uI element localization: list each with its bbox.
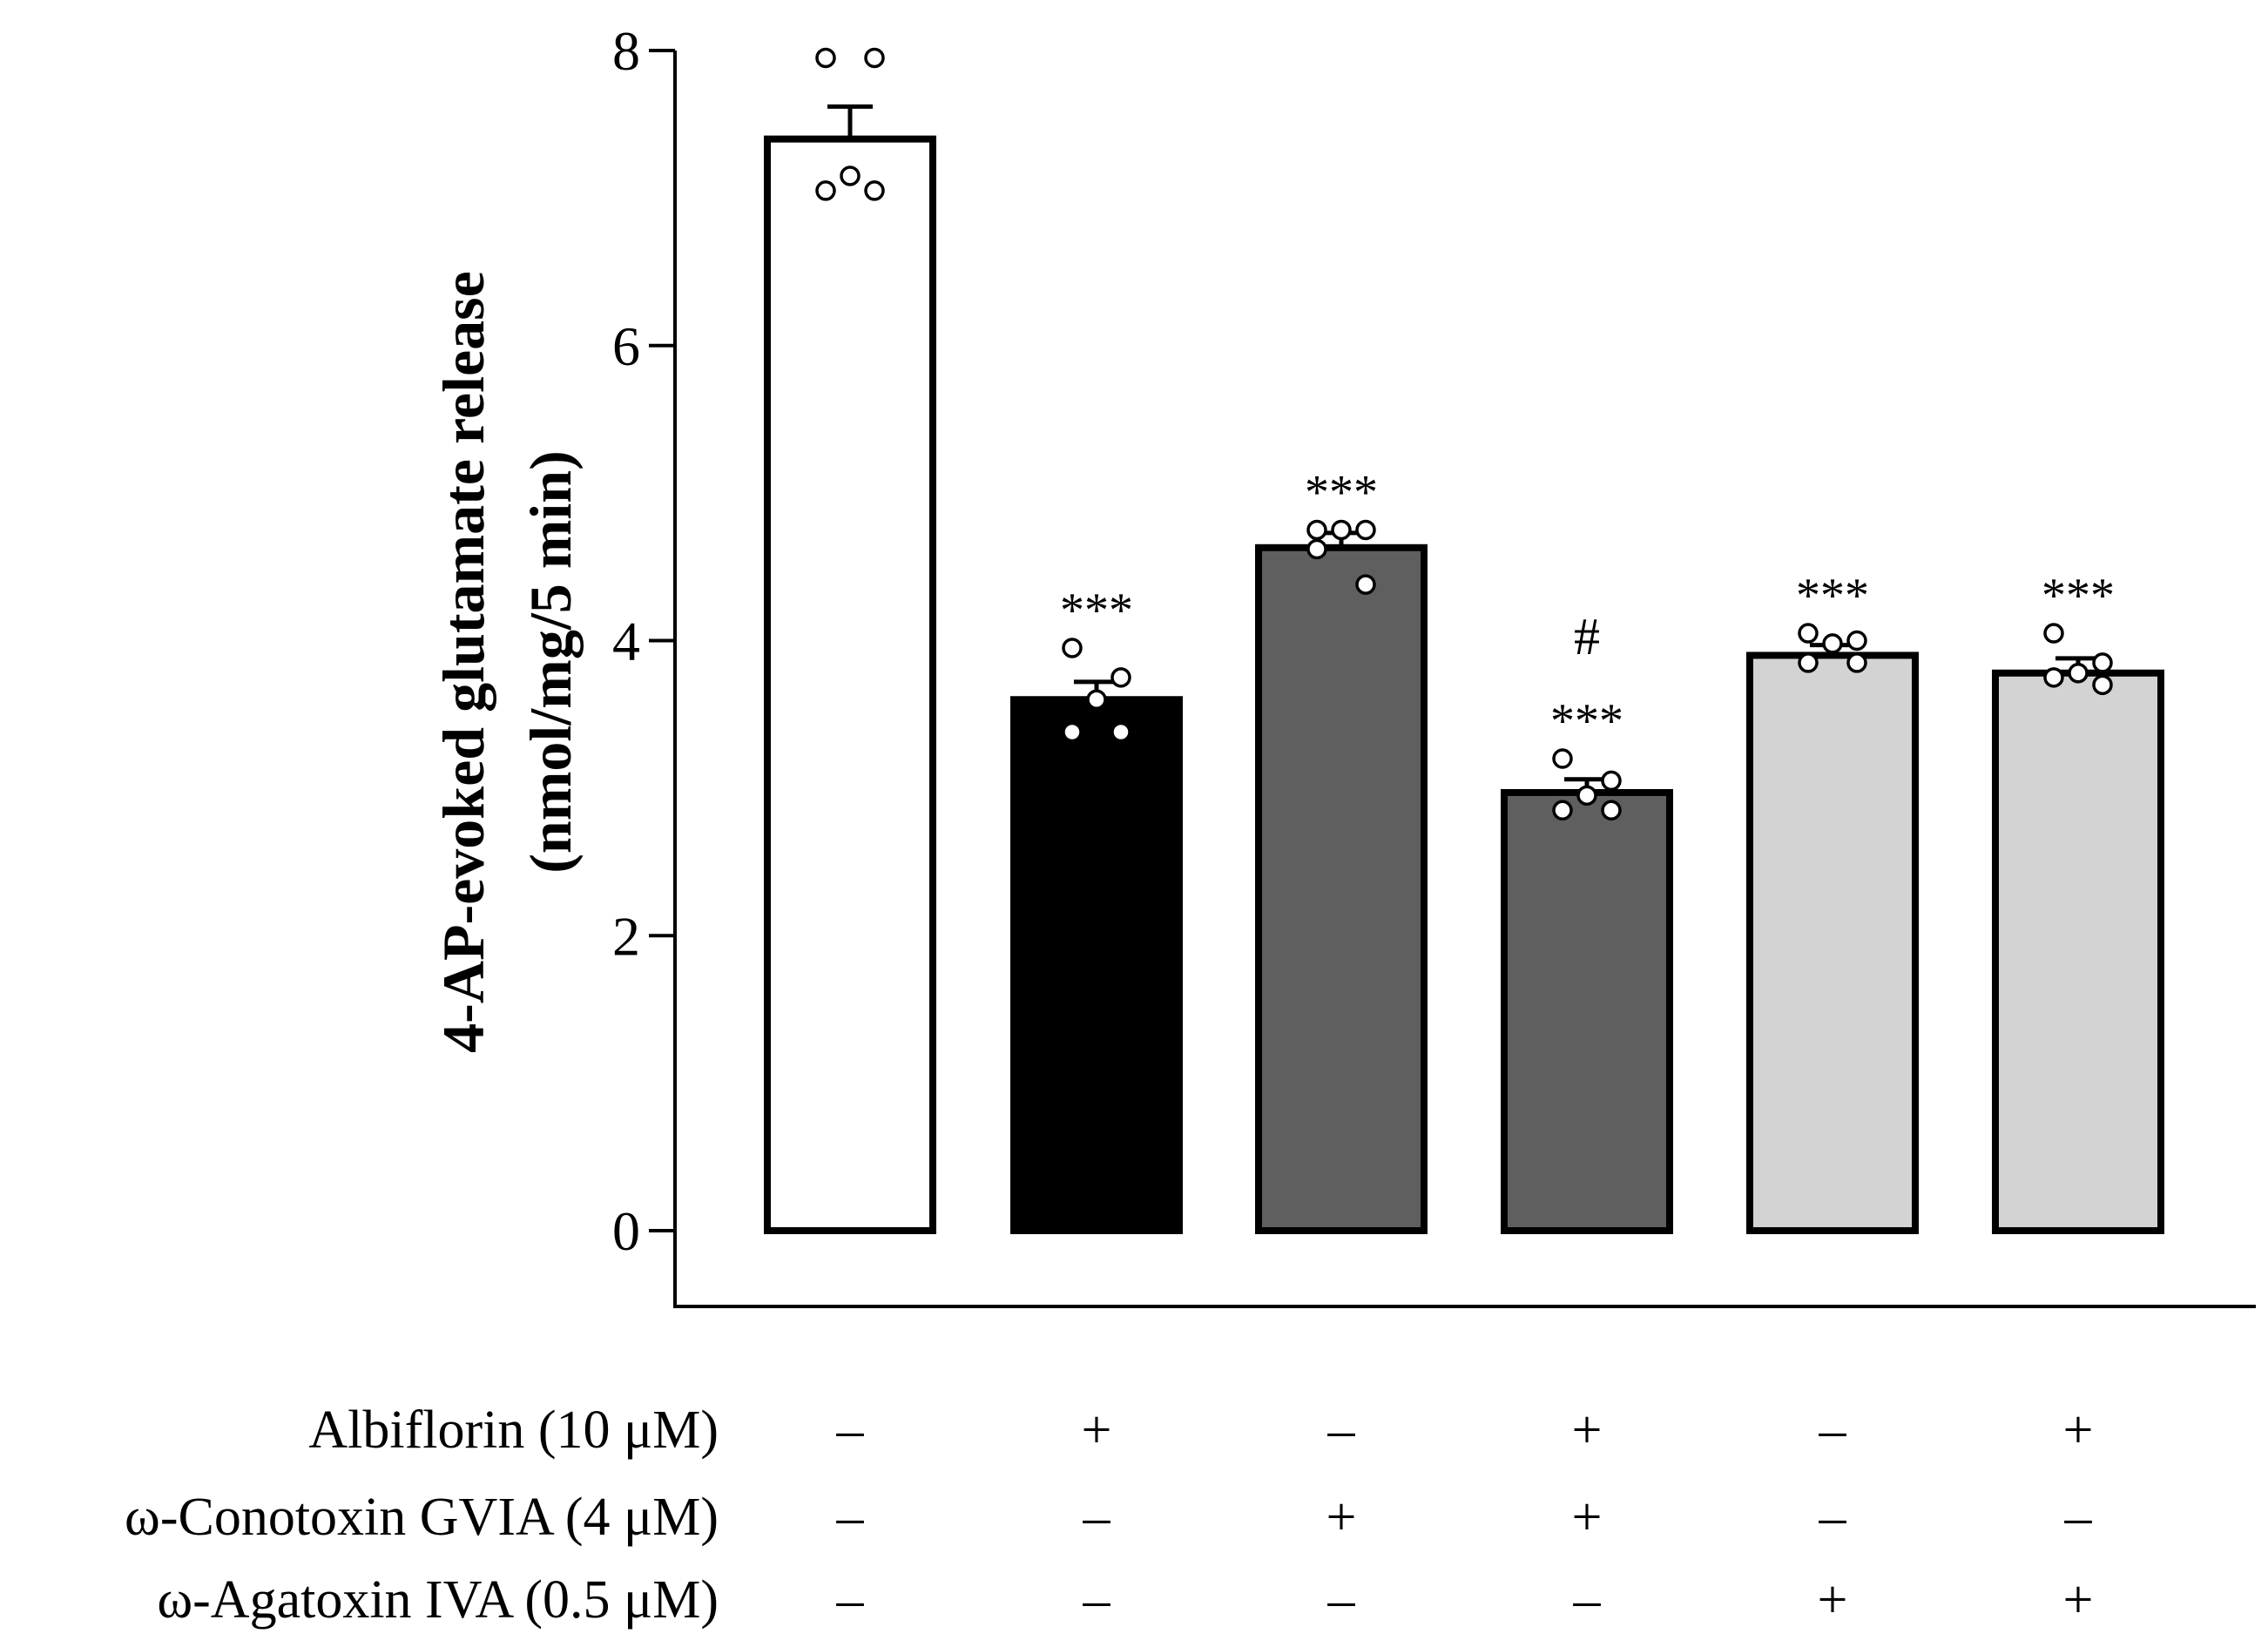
y-axis-label-line1: 4-AP-evoked glutamate release [430,271,496,1053]
data-point-bar1-1 [815,47,836,69]
treatment-sign-r3-c6: + [2063,1570,2094,1630]
y-axis-label-line2: (nmol/mg/5 min) [517,450,584,873]
data-point-bar2-2 [1110,667,1131,688]
treatment-sign-r1-c4: + [1572,1401,1603,1460]
treatment-sign-r2-c5: – [1819,1488,1847,1547]
y-tick-label-4: 4 [612,611,640,672]
treatment-sign-r3-c4: – [1573,1570,1602,1630]
treatment-sign-r2-c1: – [836,1488,865,1547]
treatment-sign-r2-c3: + [1326,1488,1357,1547]
data-point-bar5-5 [1846,652,1867,673]
data-point-bar5-3 [1822,633,1843,654]
y-tick-label-6: 6 [612,315,640,377]
data-point-bar6-5 [2092,674,2113,696]
bar-1 [764,135,936,1234]
y-tick-label-0: 0 [612,1200,640,1262]
bar-6 [1992,669,2164,1234]
data-point-bar3-2 [1355,519,1376,541]
treatment-sign-r3-c1: – [836,1570,865,1630]
data-point-bar4-3 [1576,785,1597,807]
treatment-sign-r2-c4: + [1572,1488,1603,1547]
treatment-sign-r1-c2: + [1082,1401,1112,1460]
data-points-group [815,47,2113,821]
data-point-bar1-4 [815,180,836,201]
y-tick-label-8: 8 [612,20,640,82]
treatment-label-2: ω-Conotoxin GVIA (4 μM) [125,1488,719,1547]
data-point-bar3-5 [1355,574,1376,595]
significance-annotations: *** *** *** # *** *** [1060,465,2115,748]
treatment-sign-r3-c2: – [1083,1570,1111,1630]
data-point-bar5-1 [1798,623,1819,644]
treatment-sign-r3-c3: – [1327,1570,1356,1630]
significance-stars-4: *** [1550,694,1623,748]
data-point-bar6-4 [2043,667,2064,688]
data-point-bar6-1 [2043,623,2064,644]
significance-stars-5: *** [1796,569,1869,623]
treatment-sign-r1-c6: + [2063,1401,2094,1460]
y-axis-ticks: 0 2 4 6 8 [612,20,675,1262]
data-point-bar5-2 [1846,630,1867,651]
treatment-sign-r2-c2: – [1083,1488,1111,1547]
data-point-bar4-2 [1601,770,1622,792]
data-point-bar4-5 [1601,800,1622,821]
bar-5 [1746,651,1919,1234]
data-point-bar4-4 [1552,800,1573,821]
treatment-sign-r1-c3: – [1327,1401,1356,1460]
treatment-table: Albiflorin (10 μM) – + – + – + ω-Conotoxin GVIA… [125,1401,2093,1630]
treatment-sign-r1-c5: – [1819,1401,1847,1460]
data-point-bar4-1 [1552,748,1573,769]
data-point-bar2-1 [1062,638,1083,658]
significance-stars-6: *** [2042,569,2115,623]
data-point-bar2-4 [1062,721,1083,743]
data-point-bar6-2 [2092,652,2113,673]
data-point-bar1-5 [864,180,885,201]
data-point-bar6-3 [2068,663,2089,684]
bar-2 [1010,696,1183,1234]
data-point-bar2-5 [1110,721,1131,743]
chart-axes [673,51,2256,1308]
bar-3 [1255,543,1428,1234]
data-point-bar3-4 [1306,538,1327,560]
bar-4 [1501,788,1673,1234]
treatment-label-1: Albiflorin (10 μM) [308,1401,719,1460]
bars-group [764,135,2164,1234]
data-point-bar3-3 [1331,519,1352,541]
treatment-sign-r2-c6: – [2064,1488,2093,1547]
treatment-sign-r1-c1: – [836,1401,865,1460]
significance-hash-4: # [1574,608,1600,665]
treatment-sign-r3-c5: + [1818,1570,1848,1630]
data-point-bar1-2 [864,47,885,69]
data-point-bar2-3 [1086,689,1107,710]
data-point-bar5-4 [1798,652,1819,673]
treatment-label-3: ω-Agatoxin IVA (0.5 μM) [157,1570,719,1630]
data-point-bar3-1 [1306,519,1327,541]
y-tick-label-2: 2 [612,905,640,967]
significance-stars-2: *** [1060,584,1133,638]
data-point-bar1-3 [840,165,861,186]
significance-stars-3: *** [1305,465,1378,519]
